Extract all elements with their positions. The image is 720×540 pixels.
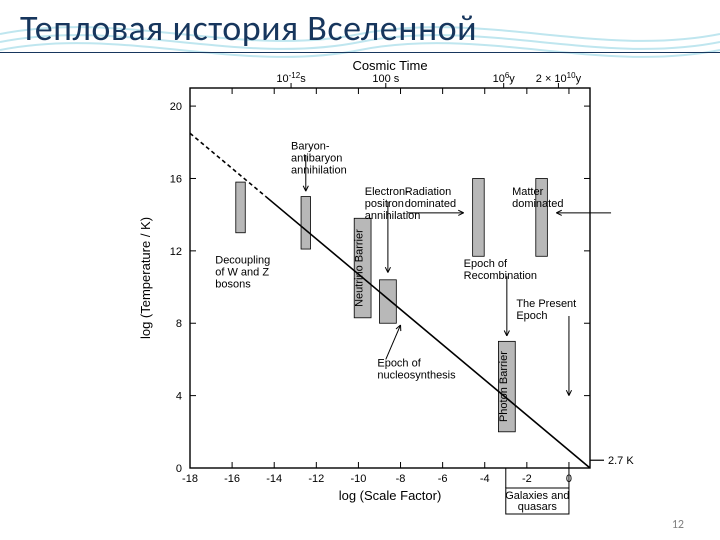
thermal-history-chart: -18-16-14-12-10-8-6-4-20048121620log (Sc… [120, 58, 640, 528]
cmb-temp-label: 2.7 K [608, 455, 634, 467]
ytick-label: 4 [176, 391, 182, 403]
ytick-label: 12 [170, 246, 182, 258]
ep-annihilation [379, 280, 396, 323]
ytick-label: 16 [170, 173, 182, 185]
rad-matter-left [473, 178, 485, 256]
neutrino-barrier-label: Neutrino Barrier [354, 229, 366, 307]
top-tick-label: 2 × 1010y [536, 71, 582, 86]
xtick-label: -4 [480, 473, 490, 485]
top-title: Cosmic Time [352, 58, 427, 73]
xtick-label: -2 [522, 473, 532, 485]
top-tick-label: 106y [493, 71, 516, 86]
chart-container: -18-16-14-12-10-8-6-4-20048121620log (Sc… [120, 58, 640, 528]
top-tick-label: 100 s [372, 73, 399, 85]
ylabel: log (Temperature / K) [138, 217, 153, 339]
page-number: 12 [672, 518, 684, 532]
xtick-label: -6 [438, 473, 448, 485]
slide-title: Тепловая история Вселенной [20, 6, 477, 50]
title-underline [0, 52, 720, 53]
ytick-label: 20 [170, 101, 182, 113]
rad-label: Radiationdominated [405, 186, 456, 210]
xtick-label: -8 [396, 473, 406, 485]
xtick-label: -12 [308, 473, 324, 485]
xtick-label: -16 [224, 473, 240, 485]
xtick-label: -14 [266, 473, 282, 485]
ytick-label: 8 [176, 318, 182, 330]
xtick-label: -18 [182, 473, 198, 485]
photon-barrier-label: Photon Barrier [498, 351, 510, 422]
ytick-label: 0 [176, 463, 182, 475]
xlabel: log (Scale Factor) [339, 488, 442, 503]
decoupling-wz [236, 182, 245, 233]
baryon-annihilation [301, 197, 310, 249]
top-tick-label: 10-12s [276, 71, 306, 86]
xtick-label: -10 [350, 473, 366, 485]
